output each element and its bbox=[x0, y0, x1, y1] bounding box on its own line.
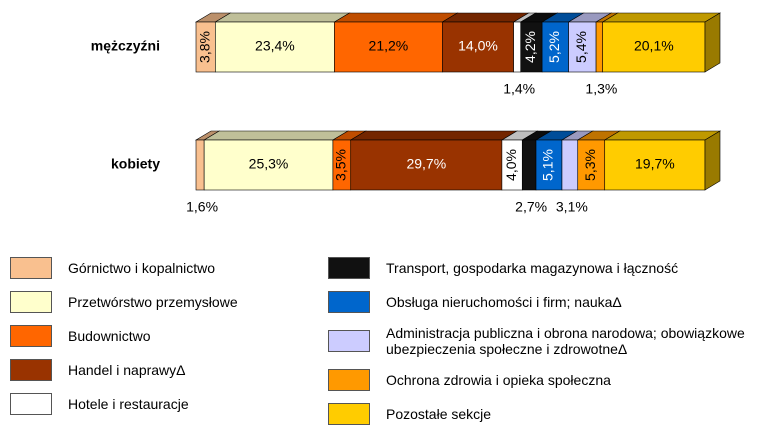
legend-item: Przetwórstwo przemysłowe bbox=[10, 291, 310, 313]
value-label: 5,2% bbox=[546, 31, 562, 63]
value-label: 3,1% bbox=[556, 199, 588, 215]
legend-label: Pozostałe sekcje bbox=[386, 406, 492, 422]
category-label: kobiety bbox=[111, 156, 160, 172]
bar-segment bbox=[513, 21, 522, 73]
bar-top-face bbox=[333, 12, 459, 23]
legend-swatch bbox=[10, 291, 52, 313]
legend-item: Górnictwo i kopalnictwo bbox=[10, 257, 310, 279]
bar-top-face bbox=[214, 12, 351, 23]
bar-top-face bbox=[349, 130, 518, 141]
bar-segment bbox=[561, 139, 579, 191]
legend: Transport, gospodarka magazynowa i łączn… bbox=[328, 257, 768, 425]
legend-item: Budownictwo bbox=[10, 325, 310, 347]
bar-side-face bbox=[704, 130, 721, 191]
legend-swatch bbox=[328, 403, 370, 425]
value-label: 5,3% bbox=[582, 149, 598, 181]
legend-label: Obsługa nieruchomości i firm; naukaΔ bbox=[386, 294, 622, 310]
value-label: 29,7% bbox=[406, 156, 446, 172]
bar-side-face bbox=[704, 12, 721, 73]
value-label: 23,4% bbox=[255, 38, 295, 54]
bar-segment bbox=[215, 21, 335, 73]
legend-item: Ochrona zdrowia i opieka społeczna bbox=[328, 369, 768, 391]
category-label: mężczyźni bbox=[91, 38, 160, 54]
value-label: 20,1% bbox=[634, 38, 674, 54]
bar-segment bbox=[568, 21, 597, 73]
legend-label: Ochrona zdrowia i opieka społeczna bbox=[386, 372, 611, 388]
legend-label: Górnictwo i kopalnictwo bbox=[68, 260, 216, 276]
bar-segment bbox=[535, 139, 563, 191]
value-label: 4,0% bbox=[503, 149, 519, 181]
plot: mężczyźni 3,8% 23,4% 21,2% 14,0% 1,4% 4,2% 5,2%… bbox=[91, 12, 722, 215]
legend-label: Transport, gospodarka magazynowa i łączn… bbox=[386, 260, 679, 276]
bar-segment bbox=[350, 139, 503, 191]
bar-segment bbox=[442, 21, 514, 73]
legend-item: Obsługa nieruchomości i firm; naukaΔ bbox=[328, 291, 768, 313]
bar-segment bbox=[577, 139, 606, 191]
legend-swatch bbox=[328, 257, 370, 279]
value-label: 1,4% bbox=[503, 81, 535, 97]
bar-segment bbox=[334, 21, 443, 73]
bar-segment bbox=[195, 139, 205, 191]
value-label: 5,4% bbox=[573, 31, 589, 63]
legend-swatch bbox=[10, 393, 52, 415]
legend-label: Budownictwo bbox=[68, 328, 151, 344]
value-label: 3,5% bbox=[333, 149, 349, 181]
value-label: 21,2% bbox=[369, 38, 409, 54]
legend-swatch bbox=[328, 369, 370, 391]
legend-swatch bbox=[10, 359, 52, 381]
legend-item: Transport, gospodarka magazynowa i łączn… bbox=[328, 257, 768, 279]
legend-item: Handel i naprawyΔ bbox=[10, 359, 310, 381]
value-label: 14,0% bbox=[458, 38, 498, 54]
bar-segment bbox=[203, 139, 334, 191]
legend-swatch bbox=[10, 257, 52, 279]
bar-segment bbox=[541, 21, 569, 73]
legend-label: Administracja publiczna i obrona narodow… bbox=[386, 325, 745, 357]
value-label: 25,3% bbox=[249, 156, 289, 172]
legend-item: Pozostałe sekcje bbox=[328, 403, 768, 425]
legend: Górnictwo i kopalnictwo Przetwórstwo prze… bbox=[10, 257, 310, 415]
legend-label: Handel i naprawyΔ bbox=[68, 362, 186, 378]
bar-segment bbox=[521, 139, 537, 191]
legend-label: Hotele i restauracje bbox=[68, 396, 189, 412]
bar-top-face bbox=[603, 130, 722, 141]
value-label: 4,2% bbox=[522, 31, 538, 63]
bar-top-face bbox=[601, 12, 722, 23]
value-label: 19,7% bbox=[635, 156, 675, 172]
legend-swatch bbox=[328, 291, 370, 313]
bar-top-face bbox=[203, 130, 350, 141]
value-label: 1,3% bbox=[585, 81, 617, 97]
legend-label: Przetwórstwo przemysłowe bbox=[68, 294, 238, 310]
legend-swatch bbox=[328, 330, 370, 352]
value-label: 3,8% bbox=[196, 31, 212, 63]
legend-swatch bbox=[10, 325, 52, 347]
value-label: 1,6% bbox=[186, 199, 218, 215]
value-label: 2,7% bbox=[515, 199, 547, 215]
legend-item: Administracja publiczna i obrona narodow… bbox=[328, 325, 768, 357]
value-label: 5,1% bbox=[540, 149, 556, 181]
bar-segment bbox=[602, 21, 706, 73]
bar-segment bbox=[595, 21, 603, 73]
legend-item: Hotele i restauracje bbox=[10, 393, 310, 415]
